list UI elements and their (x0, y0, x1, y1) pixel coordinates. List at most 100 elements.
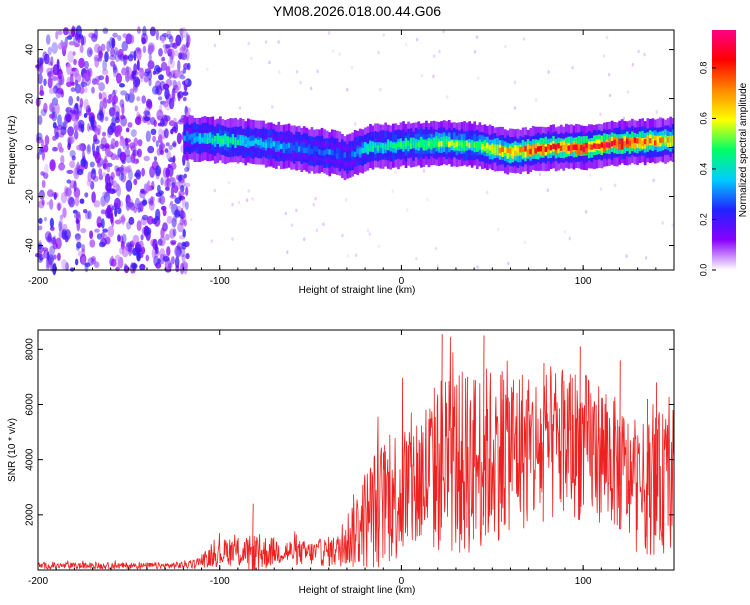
noise-cell (137, 148, 142, 158)
noise-cell (86, 179, 92, 187)
noise-cell (141, 167, 146, 177)
noise-cell (41, 139, 45, 152)
noise-cell (149, 26, 156, 37)
ridge-cell (213, 135, 217, 142)
noise-cell (67, 126, 74, 137)
noise-cell (119, 114, 126, 120)
noise-cell (143, 75, 149, 83)
noise-cell (78, 104, 82, 114)
noise-cell (141, 37, 146, 45)
ridge-cell (328, 149, 332, 155)
noise-cell (534, 98, 538, 102)
ridge-cell (651, 139, 655, 145)
noise-cell (164, 48, 168, 54)
ridge-cell (348, 152, 352, 159)
ridge-cell (193, 137, 197, 143)
noise-cell (426, 197, 429, 202)
noise-cell (46, 235, 52, 243)
noise-cell (60, 41, 68, 51)
noise-cell (74, 195, 80, 207)
noise-cell (111, 116, 117, 127)
ridge-cell (524, 146, 527, 158)
noise-cell (82, 72, 89, 81)
noise-cell (661, 221, 664, 225)
noise-cell (69, 109, 77, 114)
ridge-cell (425, 139, 428, 146)
noise-cell (284, 211, 287, 216)
ridge-cell (577, 143, 581, 155)
noise-cell (124, 166, 129, 174)
noise-cell (82, 150, 85, 161)
noise-cell (156, 109, 164, 121)
noise-cell (150, 128, 157, 135)
noise-cell (91, 168, 96, 174)
noise-cell (98, 50, 103, 59)
ridge-cell (593, 143, 596, 149)
noise-cell (95, 78, 100, 86)
noise-cell (94, 43, 101, 53)
noise-cell (607, 72, 611, 77)
noise-cell (66, 179, 72, 184)
noise-cell (168, 97, 175, 110)
noise-cell (126, 198, 134, 210)
noise-cell (57, 252, 61, 261)
noise-cell (73, 120, 79, 131)
noise-cell (65, 81, 73, 88)
noise-cell (145, 254, 150, 262)
ridge-cell (414, 142, 418, 148)
ridge-cell (351, 151, 354, 157)
snr-peak (542, 363, 545, 522)
noise-cell (182, 96, 187, 102)
ridge-cell (399, 141, 403, 148)
ridge-cell (450, 140, 454, 146)
noise-cell (127, 54, 134, 62)
noise-cell (110, 258, 117, 267)
noise-cell (157, 238, 163, 246)
noise-cell (247, 189, 250, 193)
ridge-cell (475, 144, 479, 150)
noise-cell (157, 258, 161, 264)
noise-cell (130, 129, 137, 138)
ridge-cell (572, 144, 576, 150)
ridge-cell (203, 136, 207, 142)
spectrogram-y-label: Frequency (Hz) (7, 116, 18, 185)
ridge-cell (432, 141, 436, 147)
noise-cell (48, 113, 56, 119)
snr-peak (655, 382, 658, 536)
noise-cell (163, 177, 169, 188)
noise-cell (571, 65, 574, 70)
noise-cell (172, 42, 178, 49)
noise-cell (168, 120, 176, 127)
ridge-cell (567, 145, 571, 151)
ridge-cell (659, 137, 662, 143)
noise-cell (80, 228, 87, 234)
snr-y-ticks: 2000 4000 6000 8000 (25, 338, 674, 526)
ridge-cell (374, 143, 377, 155)
ridge-cell (615, 141, 619, 147)
ridge-cell (547, 144, 550, 150)
ridge-cell (394, 143, 398, 150)
ridge-cell (353, 151, 357, 158)
noise-cell (109, 37, 115, 49)
noise-cell (355, 253, 358, 257)
ridge-cell (259, 139, 263, 146)
ridge-cell (280, 143, 283, 150)
noise-cell (132, 150, 140, 156)
noise-cell (158, 128, 163, 137)
noise-cell (68, 95, 74, 106)
noise-cell (143, 116, 151, 122)
ridge-cell (516, 147, 520, 153)
ridge-cell (440, 141, 443, 147)
ridge-cell (376, 145, 380, 151)
noise-cell (166, 246, 171, 257)
ridge-cell (381, 143, 385, 149)
y-tick-label: 8000 (25, 338, 36, 361)
ridge-cell (437, 141, 441, 147)
noise-cell (164, 128, 169, 139)
ridge-cell (620, 138, 624, 150)
noise-cell (137, 139, 143, 147)
noise-cell (546, 188, 549, 193)
noise-cell (295, 70, 299, 74)
noise-cell (671, 223, 674, 227)
